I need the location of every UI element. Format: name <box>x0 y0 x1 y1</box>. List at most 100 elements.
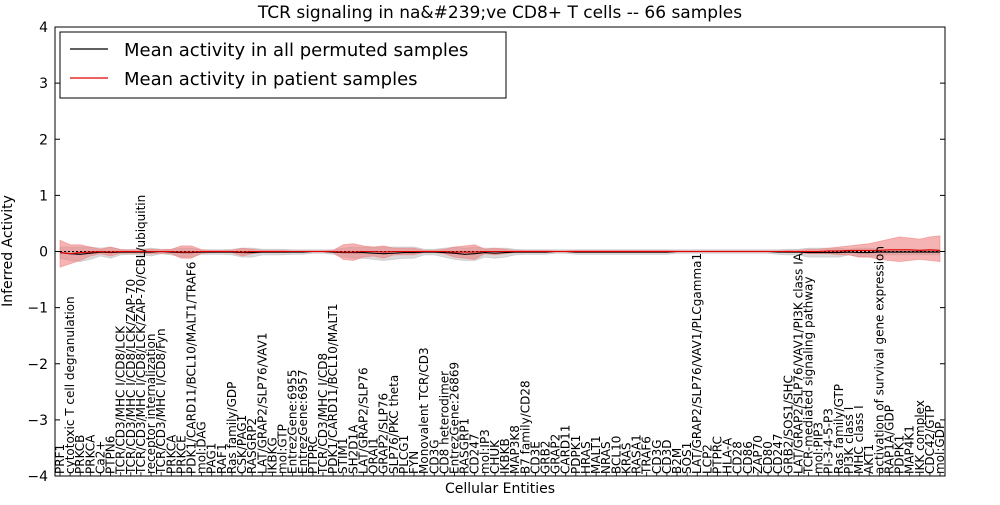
x-tick-label: Ras family/GTP <box>832 384 846 474</box>
x-tick-label: MAP3K8 <box>508 425 522 474</box>
x-tick-label: SOS1 <box>680 442 694 474</box>
y-tick-label: 2 <box>39 132 48 148</box>
x-axis-label: Cellular Entities <box>445 481 555 497</box>
x-tick-label: mol:DAG <box>195 421 209 474</box>
x-tick-label: PAG1 <box>205 443 219 474</box>
x-tick-label: MHC class I <box>852 405 866 474</box>
x-tick-label: cytotoxic T cell degranulation <box>63 296 77 474</box>
x-tick-label: SLP76/PKC theta <box>387 375 401 474</box>
legend-label-patient: Mean activity in patient samples <box>124 69 418 90</box>
x-tick-label: mol:IP3 <box>478 429 492 474</box>
x-tick-label: TCR/CD3/MHC I/CD8/LCK/ZAP-70 <box>124 279 138 475</box>
x-tick-label: AKT1 <box>862 444 876 474</box>
x-tick-label: CD247 <box>771 433 785 474</box>
patient-mean-line <box>59 249 941 255</box>
y-axis-label: Inferred Activity <box>0 195 16 307</box>
x-tick-label: receptor internalization <box>144 334 158 474</box>
x-tick-label: PRKCB <box>73 435 87 474</box>
x-tick-label: PI3K class I <box>842 407 856 474</box>
x-tick-label: TRAF6 <box>640 436 654 475</box>
x-tick-label: PDK1/CARD11/BCL10/MALT1/TRAF6 <box>185 262 199 474</box>
x-tick-label: MAP4K1 <box>903 425 917 474</box>
x-tick-label: PRKCE <box>174 435 188 474</box>
x-tick-label: CD3G <box>650 439 664 474</box>
x-tick-label: RASGRP2 <box>245 418 259 474</box>
y-tick-label: −2 <box>27 357 48 373</box>
x-tick-label: CD28 <box>731 441 745 474</box>
x-tick-label: RASGRP1 <box>458 418 472 474</box>
x-tick-label: BCL10 <box>609 436 623 474</box>
legend-label-permuted: Mean activity in all permuted samples <box>124 40 468 61</box>
x-tick-label: B7 family/CD28 <box>518 380 532 474</box>
x-tick-label: PDPK1 <box>893 435 907 474</box>
x-tick-label: GRB2 <box>539 440 553 474</box>
x-tick-label: B2M <box>670 448 684 474</box>
x-tick-label: PRF1 <box>53 444 67 474</box>
x-tick-label: activation of survival gene expression <box>872 246 886 474</box>
x-tick-label: LAT/GRAP2/SLP76 <box>356 367 370 474</box>
x-tick-label: SH2D1A <box>346 424 360 474</box>
x-tick-label: FYN <box>407 451 421 474</box>
y-tick-label: 4 <box>39 20 48 36</box>
y-tick-label: −3 <box>27 413 48 429</box>
x-tick-label: RAP1A/GDP <box>882 405 896 474</box>
legend: Mean activity in all permuted samples Me… <box>59 31 507 99</box>
x-tick-label: CDC42/GTP <box>923 405 937 474</box>
x-tick-label: CHUK <box>488 439 502 474</box>
x-tick-label: PRKCA <box>83 434 97 474</box>
x-tick-label: mol:PIP3 <box>812 422 826 474</box>
x-tick-label: HLA-A <box>721 437 735 474</box>
x-tick-label: PRKCA <box>164 434 178 474</box>
x-tick-label: TCR/CD3/MHC I/CD8 <box>316 353 330 475</box>
x-tick-label: PI-3-4-5-P3 <box>822 408 836 474</box>
x-tick-label: NRAS <box>599 441 613 474</box>
x-tick-label: mol:GTP <box>276 424 290 474</box>
y-tick-label: 3 <box>39 76 48 92</box>
x-tick-label: CD3G <box>427 439 441 474</box>
x-tick-label: CD80 <box>761 441 775 474</box>
x-tick-label: PDK1/CARD11/BCL10/MALT1 <box>326 304 340 474</box>
plot-frame <box>54 26 946 477</box>
x-tick-label: TCR/CD3/MHC I/CD8/Fyn <box>154 328 168 475</box>
y-tick-label: −1 <box>27 301 48 317</box>
x-tick-label: TCR-mediated signaling pathway <box>802 276 816 475</box>
legend-box <box>59 31 507 99</box>
x-tick-label: KRAS <box>619 442 633 474</box>
plot-area <box>59 235 941 268</box>
x-tick-label: ZAP70 <box>751 435 765 474</box>
x-tick-label: RASA1 <box>630 434 644 474</box>
x-tick-label: GRAP2/SLP76 <box>377 393 391 474</box>
permuted-mean-line <box>59 250 940 255</box>
y-tick-label: 0 <box>39 245 48 261</box>
x-tick-label: mol:GDP <box>933 422 947 474</box>
x-tick-label: TCR/CD3/MHC I/CD8/LCK/ZAP-70/CBL/ubiquit… <box>134 195 148 475</box>
x-tick-label: CD8 heterodimer <box>437 371 451 474</box>
x-tick-label: CD3D <box>660 440 674 475</box>
x-tick-label: IKK complex <box>913 400 927 474</box>
y-axis-ticks: 4 3 2 1 0 −1 −2 −3 −4 <box>27 20 945 485</box>
x-tick-label: Ca2+ <box>94 441 108 474</box>
y-tick-label: 1 <box>39 188 48 204</box>
x-tick-label: LAT/GRAP2/SLP76/VAV1 <box>255 333 269 474</box>
x-tick-label: IKBKG <box>265 437 279 474</box>
x-tick-label: STIM1 <box>336 438 350 474</box>
x-tick-label: CD247 <box>468 433 482 474</box>
x-tick-label: PTPRC <box>306 436 320 474</box>
x-tick-label: Ras family/GDP <box>225 382 239 474</box>
x-tick-label: GRAP2 <box>549 434 563 474</box>
chart-title: TCR signaling in na&#239;ve CD8+ T cells… <box>257 3 742 23</box>
x-tick-label: PTPN6 <box>104 436 118 474</box>
x-tick-label: CARD11 <box>559 425 573 474</box>
x-tick-label: RAF1 <box>215 443 229 474</box>
x-tick-label: LCP2 <box>700 444 714 474</box>
x-tick-label: PDPK1 <box>569 435 583 474</box>
x-tick-label: CD3E <box>528 441 542 474</box>
x-tick-label: HRAS <box>579 441 593 474</box>
x-tick-label: TCR/CD3/MHC I/CD8/LCK <box>114 325 128 475</box>
x-tick-label: PLCG1 <box>397 435 411 474</box>
x-tick-label: ORAI1 <box>367 437 381 474</box>
x-tick-label: GRB2/SOS1/SHC <box>781 375 795 474</box>
